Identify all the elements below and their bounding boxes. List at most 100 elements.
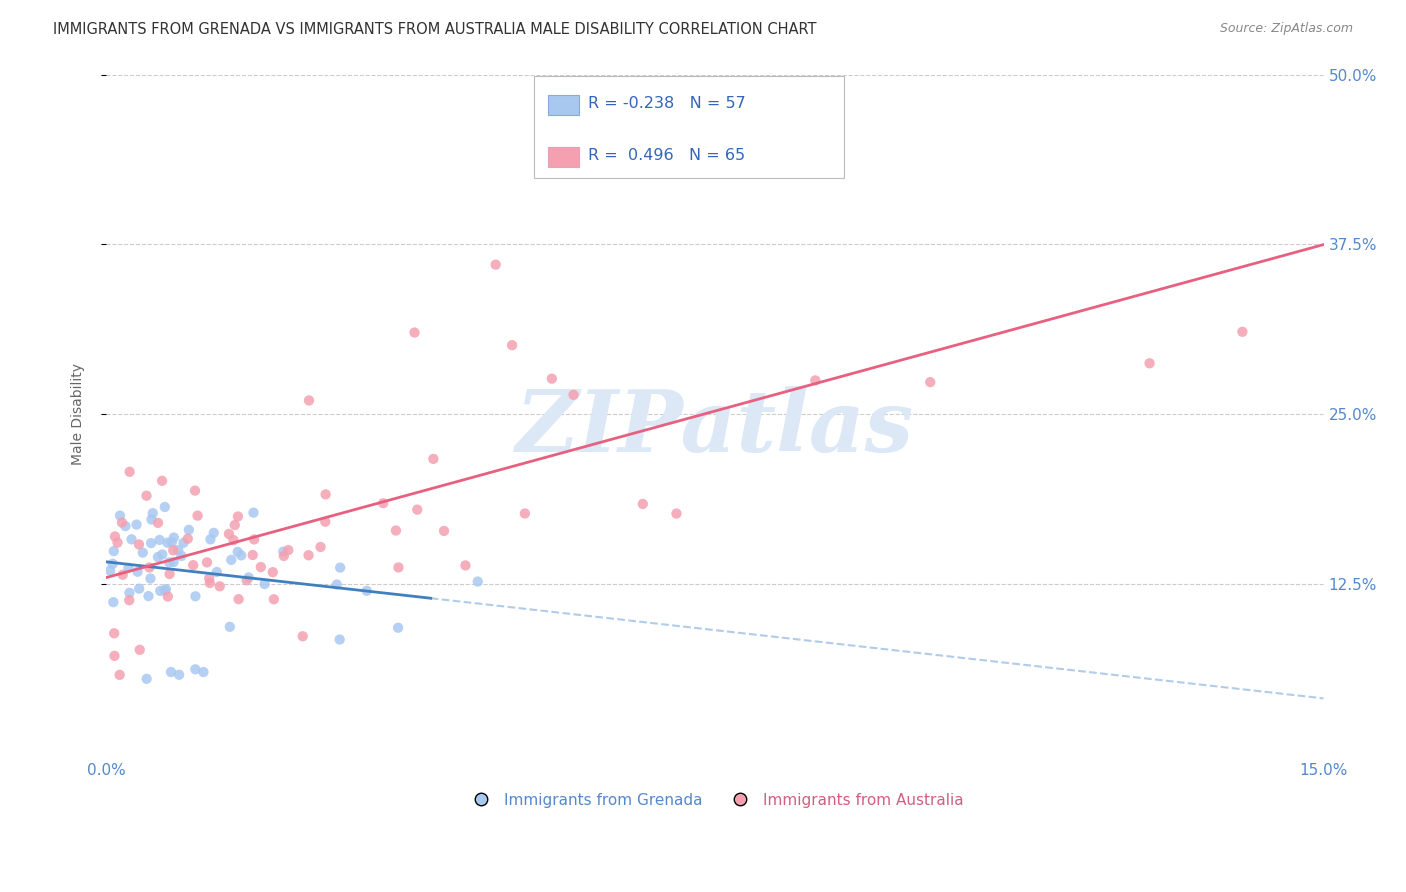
Point	[128, 642, 150, 657]
Point	[385, 524, 408, 538]
Point	[235, 574, 257, 588]
Point	[146, 550, 169, 565]
Point	[150, 548, 173, 562]
Point	[111, 516, 134, 530]
Point	[187, 508, 209, 523]
Point	[184, 662, 207, 676]
Point	[404, 326, 426, 340]
Point	[111, 567, 134, 582]
Point	[198, 571, 221, 585]
Point	[562, 388, 585, 402]
Point	[631, 497, 654, 511]
Point	[387, 621, 409, 635]
Point	[103, 626, 125, 640]
Point	[253, 577, 276, 591]
Point	[170, 549, 193, 563]
Point	[467, 574, 489, 589]
Point	[108, 668, 131, 682]
Point	[132, 546, 155, 560]
Point	[118, 465, 141, 479]
Point	[329, 632, 352, 647]
Point	[153, 583, 176, 598]
Point	[273, 549, 295, 563]
Point	[177, 532, 200, 546]
Point	[1139, 356, 1161, 370]
Point	[184, 483, 207, 498]
Point	[135, 672, 157, 686]
Point	[291, 629, 314, 643]
Point	[104, 529, 127, 543]
Point	[139, 536, 162, 550]
Point	[173, 536, 195, 550]
Point	[160, 665, 183, 679]
Point	[263, 592, 285, 607]
Point	[262, 565, 284, 579]
Point	[153, 500, 176, 514]
Point	[326, 577, 349, 591]
Point	[181, 558, 204, 573]
Point	[219, 553, 242, 567]
Point	[159, 566, 181, 581]
Point	[138, 589, 160, 603]
Point	[309, 540, 332, 554]
Point	[121, 533, 143, 547]
Point	[218, 620, 240, 634]
Point	[920, 375, 942, 389]
Point	[228, 592, 250, 607]
Point	[150, 474, 173, 488]
Text: ZIPatlas: ZIPatlas	[516, 386, 914, 469]
Point	[242, 548, 264, 562]
Point	[135, 489, 157, 503]
Point	[271, 544, 294, 558]
Point	[454, 558, 477, 573]
Point	[297, 548, 319, 562]
Point	[314, 515, 336, 529]
Point	[142, 506, 165, 520]
Point	[218, 527, 240, 541]
Point	[167, 543, 190, 558]
Point	[222, 533, 245, 548]
Point	[157, 556, 180, 570]
Point	[163, 531, 186, 545]
Point	[226, 545, 249, 559]
Point	[665, 507, 688, 521]
Point	[422, 451, 444, 466]
Point	[108, 508, 131, 523]
Point	[387, 560, 409, 574]
Point	[541, 372, 564, 386]
Point	[128, 582, 150, 596]
Point	[315, 487, 337, 501]
Point	[162, 543, 184, 558]
Point	[205, 565, 228, 579]
Point	[224, 518, 246, 533]
Point	[373, 496, 395, 510]
Y-axis label: Male Disability: Male Disability	[72, 363, 86, 465]
Point	[250, 560, 273, 574]
Point	[128, 537, 150, 551]
Point	[226, 509, 249, 524]
Point	[785, 149, 807, 163]
Point	[329, 560, 352, 574]
Point	[141, 512, 163, 526]
Point	[238, 570, 260, 584]
Point	[485, 258, 508, 272]
Point	[103, 648, 125, 663]
Point	[193, 665, 215, 679]
Point	[118, 593, 141, 607]
Point	[118, 586, 141, 600]
Point	[155, 582, 177, 597]
Point	[231, 549, 253, 563]
Point	[146, 516, 169, 530]
Point	[162, 555, 184, 569]
Point	[98, 564, 121, 578]
Point	[127, 565, 149, 579]
Point	[208, 579, 231, 593]
Point	[101, 557, 124, 571]
Point	[149, 583, 172, 598]
Point	[406, 502, 429, 516]
Point	[195, 555, 218, 569]
Point	[1232, 325, 1254, 339]
Point	[138, 560, 160, 574]
Point	[160, 535, 183, 549]
Point	[117, 560, 139, 574]
